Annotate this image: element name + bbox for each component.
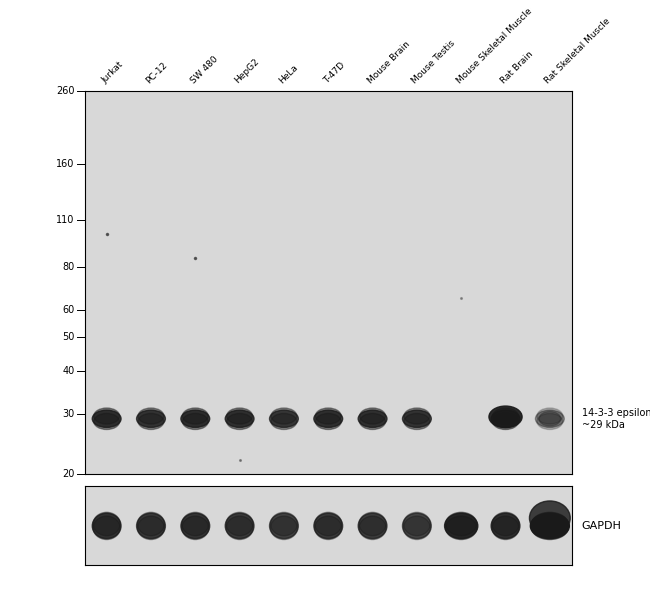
Ellipse shape: [182, 513, 209, 536]
Ellipse shape: [226, 513, 253, 536]
Ellipse shape: [227, 408, 252, 424]
Text: HepG2: HepG2: [233, 57, 261, 86]
Text: HeLa: HeLa: [278, 63, 300, 86]
Text: Mouse Brain: Mouse Brain: [366, 40, 412, 86]
Ellipse shape: [492, 516, 519, 539]
Ellipse shape: [137, 513, 164, 536]
Ellipse shape: [94, 408, 120, 424]
Ellipse shape: [94, 413, 120, 429]
Ellipse shape: [402, 410, 432, 427]
Ellipse shape: [537, 408, 563, 424]
Ellipse shape: [138, 413, 164, 429]
Ellipse shape: [270, 513, 298, 539]
Ellipse shape: [404, 408, 430, 424]
Ellipse shape: [493, 413, 519, 429]
Ellipse shape: [181, 410, 210, 427]
Text: Rat Skeletal Muscle: Rat Skeletal Muscle: [543, 16, 612, 86]
Ellipse shape: [315, 516, 342, 539]
Ellipse shape: [93, 516, 120, 539]
Text: 50: 50: [62, 333, 75, 342]
Ellipse shape: [271, 408, 297, 424]
Text: T-47D: T-47D: [322, 61, 346, 86]
Ellipse shape: [358, 410, 387, 427]
Text: PC-12: PC-12: [144, 61, 170, 86]
Ellipse shape: [539, 412, 561, 426]
Ellipse shape: [137, 516, 164, 539]
Ellipse shape: [404, 413, 430, 429]
Text: Mouse Testis: Mouse Testis: [411, 39, 458, 86]
Ellipse shape: [493, 408, 519, 424]
Ellipse shape: [532, 516, 568, 539]
Text: 160: 160: [57, 159, 75, 168]
Ellipse shape: [404, 516, 430, 539]
Ellipse shape: [359, 513, 386, 536]
Text: Jurkat: Jurkat: [100, 60, 125, 86]
Text: 60: 60: [62, 305, 75, 315]
Ellipse shape: [315, 408, 341, 424]
Text: Mouse Skeletal Muscle: Mouse Skeletal Muscle: [455, 7, 534, 86]
Ellipse shape: [446, 516, 477, 539]
Ellipse shape: [530, 513, 569, 539]
Ellipse shape: [358, 513, 387, 539]
Ellipse shape: [136, 513, 165, 539]
Ellipse shape: [315, 413, 341, 429]
Ellipse shape: [404, 513, 430, 536]
Ellipse shape: [225, 410, 254, 427]
Ellipse shape: [270, 513, 298, 536]
Text: 30: 30: [62, 409, 75, 419]
Ellipse shape: [446, 513, 477, 536]
Ellipse shape: [182, 516, 209, 539]
Text: 110: 110: [57, 215, 75, 225]
Ellipse shape: [92, 513, 121, 539]
Text: Rat Brain: Rat Brain: [499, 50, 535, 86]
Ellipse shape: [489, 406, 522, 427]
Ellipse shape: [402, 513, 432, 539]
Ellipse shape: [532, 513, 568, 536]
Ellipse shape: [314, 410, 343, 427]
Ellipse shape: [92, 410, 121, 427]
Ellipse shape: [359, 408, 385, 424]
Ellipse shape: [270, 410, 298, 427]
Ellipse shape: [530, 501, 570, 535]
Ellipse shape: [445, 513, 478, 539]
Ellipse shape: [315, 513, 342, 536]
Ellipse shape: [225, 513, 254, 539]
Text: 260: 260: [57, 86, 75, 96]
Ellipse shape: [270, 516, 298, 539]
Ellipse shape: [537, 413, 563, 429]
Ellipse shape: [93, 513, 120, 536]
Ellipse shape: [491, 513, 520, 539]
Ellipse shape: [359, 516, 386, 539]
Ellipse shape: [181, 513, 210, 539]
Text: 14-3-3 epsilon
~29 kDa: 14-3-3 epsilon ~29 kDa: [582, 408, 650, 430]
Text: SW 480: SW 480: [189, 55, 220, 86]
Ellipse shape: [227, 413, 252, 429]
Text: 80: 80: [62, 262, 75, 272]
Ellipse shape: [271, 413, 297, 429]
Ellipse shape: [136, 410, 165, 427]
Text: 20: 20: [62, 469, 75, 479]
Ellipse shape: [536, 410, 564, 427]
Ellipse shape: [183, 413, 208, 429]
Ellipse shape: [359, 413, 385, 429]
Ellipse shape: [226, 516, 253, 539]
Ellipse shape: [138, 408, 164, 424]
Text: 40: 40: [62, 366, 75, 376]
Ellipse shape: [491, 410, 520, 427]
Ellipse shape: [183, 408, 208, 424]
Text: GAPDH: GAPDH: [582, 521, 621, 531]
Ellipse shape: [314, 513, 343, 539]
Ellipse shape: [492, 513, 519, 536]
